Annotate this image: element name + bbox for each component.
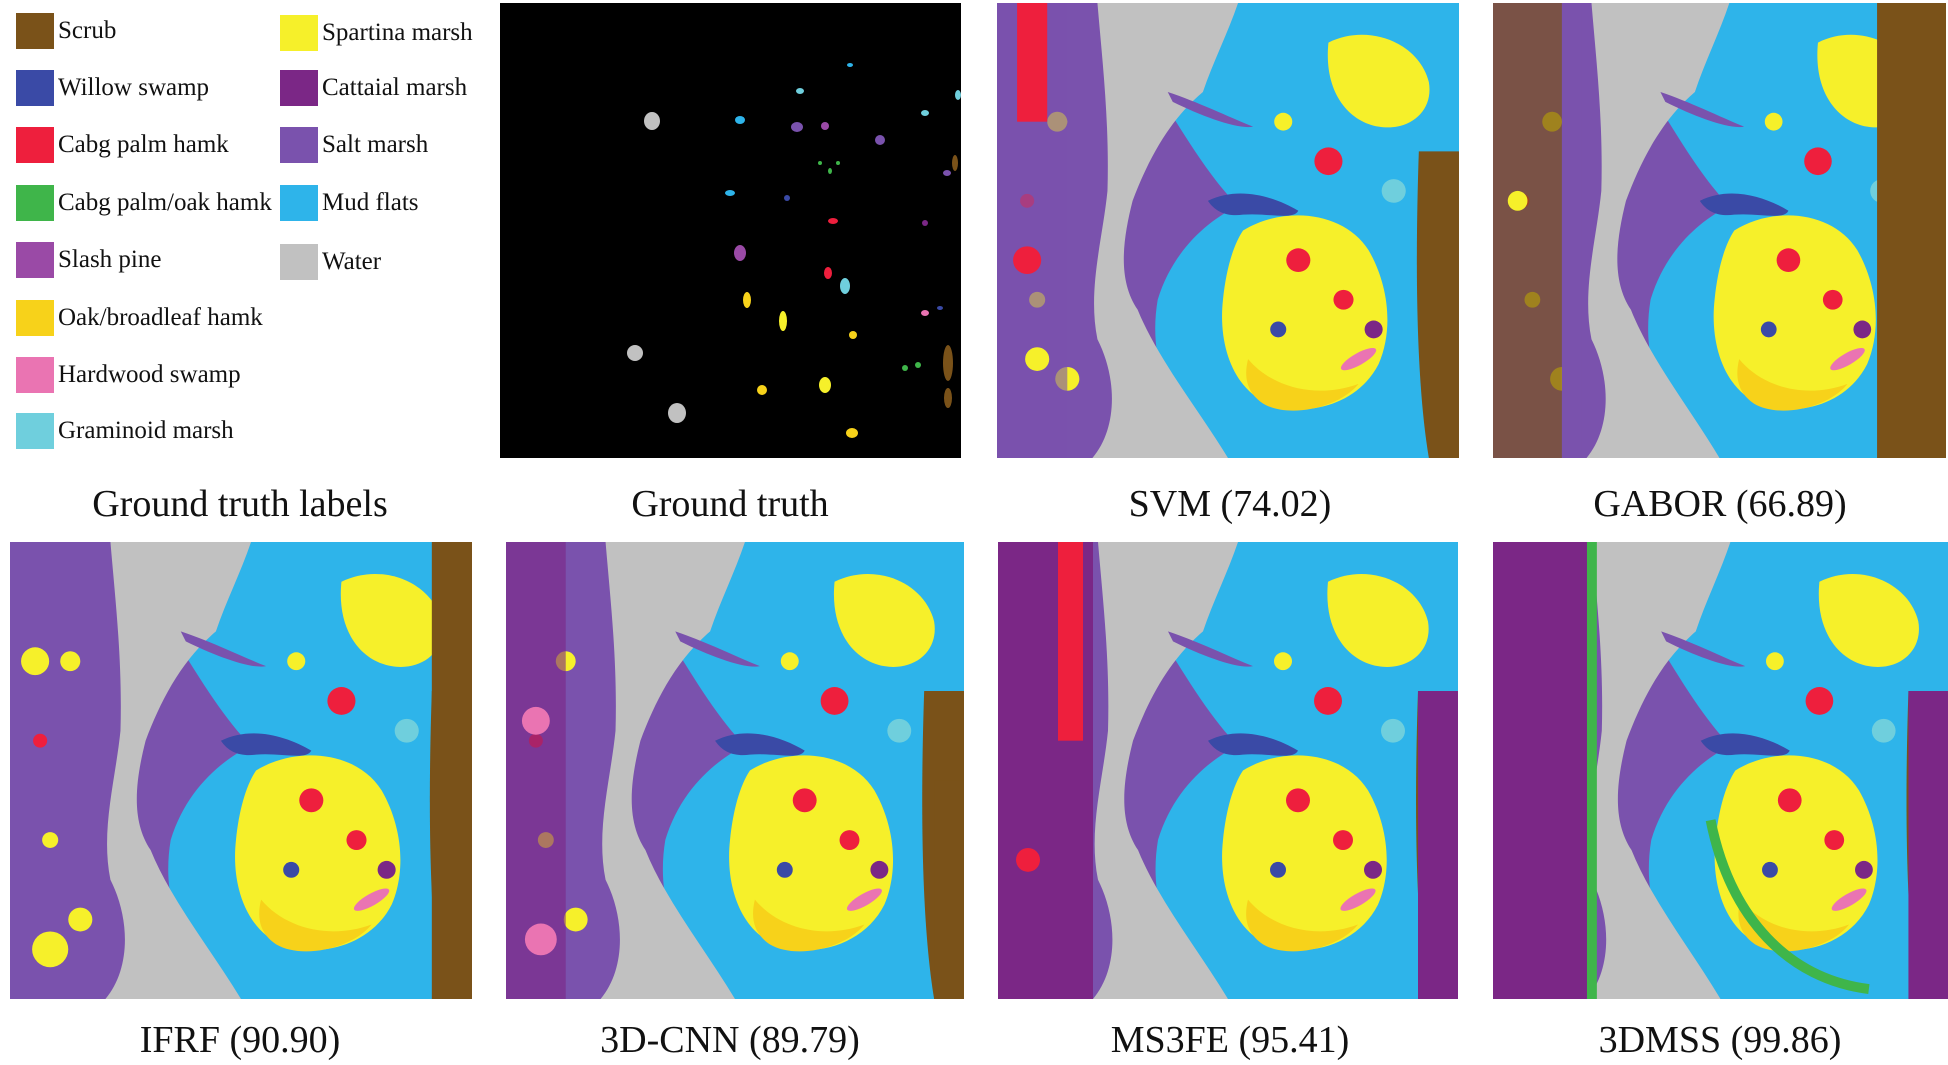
legend-item-slash-pine: Slash pine — [16, 242, 161, 278]
svm-map — [997, 3, 1459, 458]
legend-label: Hardwood swamp — [58, 361, 241, 388]
caption-ground-truth: Ground truth — [631, 483, 829, 525]
legend-item-mud-flats: Mud flats — [280, 185, 419, 221]
cabg-palm-hamk-swatch — [16, 127, 54, 163]
legend-label: Scrub — [58, 17, 117, 44]
3d-cnn-map — [506, 542, 964, 999]
legend-label: Graminoid marsh — [58, 417, 234, 444]
ms3fe-map — [998, 542, 1458, 999]
legend-item-salt-marsh: Salt marsh — [280, 127, 428, 163]
legend-item-water: Water — [280, 244, 381, 280]
caption-gabor: GABOR (66.89) — [1593, 483, 1847, 525]
caption-ground-truth-labels: Ground truth labels — [92, 483, 388, 525]
legend-item-cattaial-marsh: Cattaial marsh — [280, 70, 467, 106]
legend-item-graminoid-marsh: Graminoid marsh — [16, 413, 234, 449]
slash-pine-swatch — [16, 242, 54, 278]
legend-label: Water — [322, 248, 382, 275]
legend-label: Cattaial marsh — [322, 74, 468, 101]
scrub-swatch — [16, 13, 54, 49]
caption-ifrf: IFRF (90.90) — [139, 1019, 341, 1061]
cattaial-marsh-swatch — [280, 70, 318, 106]
legend-item-cabg-palm-oak-hamk: Cabg palm/oak hamk — [16, 185, 272, 221]
caption-svm: SVM (74.02) — [1128, 483, 1332, 525]
mud-flats-swatch — [280, 185, 318, 221]
graminoid-marsh-swatch — [16, 413, 54, 449]
spartina-marsh-swatch — [280, 15, 318, 51]
legend-item-scrub: Scrub — [16, 13, 116, 49]
cabg-palm-oak-hamk-swatch — [16, 185, 54, 221]
hardwood-swamp-swatch — [16, 357, 54, 393]
water-swatch — [280, 244, 318, 280]
ground-truth-map — [500, 3, 961, 458]
legend-label: Willow swamp — [58, 74, 210, 101]
legend-label: Cabg palm hamk — [58, 131, 229, 158]
willow-swamp-swatch — [16, 70, 54, 106]
legend-item-cabg-palm-hamk: Cabg palm hamk — [16, 127, 229, 163]
legend-item-spartina-marsh: Spartina marsh — [280, 15, 473, 51]
caption-3d-cnn: 3D-CNN (89.79) — [600, 1019, 860, 1061]
legend-item-willow-swamp: Willow swamp — [16, 70, 209, 106]
legend-label: Oak/broadleaf hamk — [58, 304, 263, 331]
caption-3dmss: 3DMSS (99.86) — [1598, 1019, 1842, 1061]
oak-broadleaf-hamk-swatch — [16, 300, 54, 336]
legend-item-oak-broadleaf-hamk: Oak/broadleaf hamk — [16, 300, 263, 336]
legend-label: Slash pine — [58, 246, 162, 273]
3dmss-map — [1493, 542, 1948, 999]
legend-label: Mud flats — [322, 189, 419, 216]
legend-label: Cabg palm/oak hamk — [58, 189, 272, 216]
salt-marsh-swatch — [280, 127, 318, 163]
ifrf-map — [10, 542, 472, 999]
legend-label: Salt marsh — [322, 131, 429, 158]
legend-label: Spartina marsh — [322, 19, 473, 46]
gabor-map — [1493, 3, 1946, 458]
caption-ms3fe: MS3FE (95.41) — [1110, 1019, 1350, 1061]
legend-item-hardwood-swamp: Hardwood swamp — [16, 357, 241, 393]
